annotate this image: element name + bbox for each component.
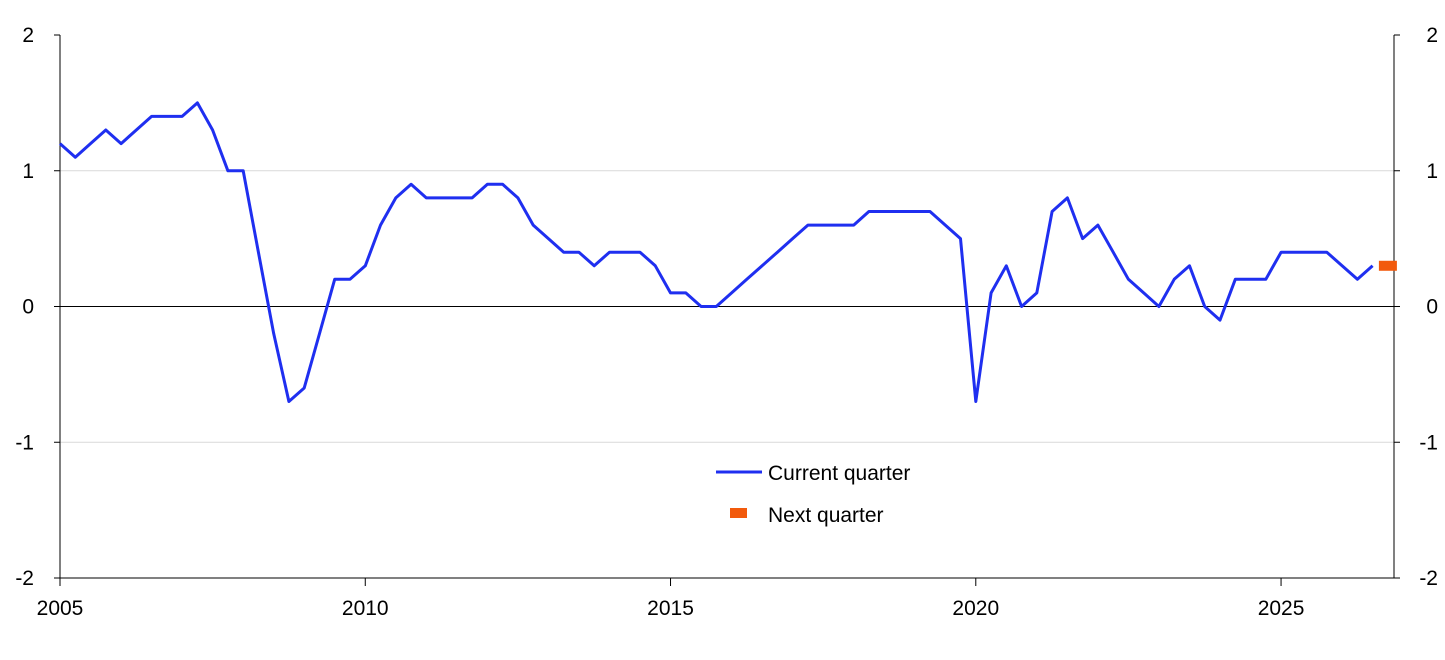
x-tick-label: 2025 <box>1258 597 1305 620</box>
x-tick-label: 2005 <box>37 597 84 620</box>
series-line-current-quarter <box>59 101 1374 403</box>
axes: -2 -2 -1 -1 0 0 1 1 2 2 2005 2010 2015 2020 2025 <box>15 24 1438 620</box>
series-marker-next-quarter <box>1378 260 1397 271</box>
y-tick-label-right: -2 <box>1419 567 1438 590</box>
legend-next-quarter-swatch <box>730 508 747 518</box>
series-layer <box>59 101 1397 403</box>
y-tick-label-left: 0 <box>22 296 34 319</box>
y-tick-label-right: -1 <box>1419 431 1438 454</box>
y-tick-label-left: -2 <box>15 567 34 590</box>
legend: Current quarter Next quarter <box>716 462 910 527</box>
x-tick-label: 2015 <box>647 597 694 620</box>
x-tick-label: 2010 <box>342 597 389 620</box>
y-tick-label-right: 0 <box>1426 296 1438 319</box>
grid-lines <box>60 170 1394 443</box>
x-tick-label: 2020 <box>952 597 999 620</box>
y-tick-label-left: 2 <box>22 24 34 47</box>
y-tick-label-left: 1 <box>22 160 34 183</box>
legend-next-quarter-label: Next quarter <box>768 504 884 527</box>
y-tick-label-left: -1 <box>15 431 34 454</box>
y-tick-label-right: 2 <box>1426 24 1438 47</box>
legend-current-quarter-label: Current quarter <box>768 462 910 485</box>
y-tick-label-right: 1 <box>1426 160 1438 183</box>
